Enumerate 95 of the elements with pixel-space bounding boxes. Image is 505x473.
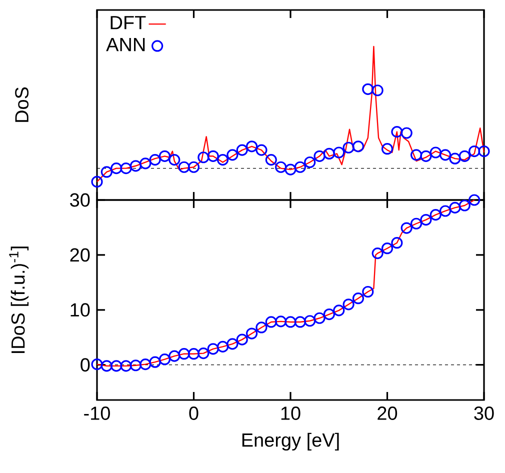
point bbox=[323, 148, 336, 160]
point bbox=[468, 194, 480, 206]
point bbox=[168, 154, 180, 166]
point bbox=[236, 334, 248, 346]
point bbox=[246, 140, 258, 152]
point bbox=[256, 322, 268, 334]
point bbox=[420, 214, 432, 226]
point bbox=[449, 202, 461, 214]
point bbox=[458, 150, 470, 162]
y-axis-title: IDoS [(f.u.)$^{-1}$] bbox=[9, 246, 29, 353]
point bbox=[188, 348, 200, 360]
point bbox=[265, 316, 277, 328]
point bbox=[333, 304, 345, 316]
point bbox=[342, 142, 354, 154]
point bbox=[91, 358, 103, 370]
point bbox=[284, 316, 296, 328]
point bbox=[478, 145, 490, 158]
point bbox=[207, 150, 219, 162]
point bbox=[198, 348, 210, 360]
point bbox=[275, 316, 287, 328]
point bbox=[120, 360, 132, 372]
point bbox=[226, 338, 238, 350]
point bbox=[342, 298, 354, 310]
point bbox=[372, 84, 384, 96]
point bbox=[372, 247, 384, 260]
point bbox=[149, 356, 161, 368]
point bbox=[178, 348, 190, 360]
point bbox=[352, 292, 364, 304]
point bbox=[400, 222, 412, 234]
point bbox=[468, 145, 480, 158]
point bbox=[430, 146, 442, 158]
point bbox=[314, 150, 326, 162]
point bbox=[110, 162, 122, 174]
point bbox=[333, 146, 345, 158]
point bbox=[304, 156, 316, 168]
point bbox=[100, 166, 112, 178]
point bbox=[149, 154, 161, 166]
y-tick-label: 0 bbox=[80, 358, 90, 372]
point bbox=[120, 162, 132, 174]
point bbox=[440, 149, 452, 161]
point bbox=[449, 152, 461, 164]
point bbox=[178, 161, 190, 173]
point bbox=[265, 154, 277, 166]
point bbox=[158, 150, 171, 162]
point bbox=[140, 158, 152, 170]
x-tick-label: 30 bbox=[474, 406, 494, 420]
x-tick-label: 0 bbox=[189, 406, 198, 420]
y-axis-title: DoS bbox=[15, 87, 29, 122]
point bbox=[430, 209, 442, 221]
point bbox=[352, 140, 364, 152]
legend-label: ANN bbox=[106, 38, 145, 52]
y-tick-label: 20 bbox=[70, 248, 90, 262]
point bbox=[188, 161, 200, 173]
point bbox=[410, 149, 422, 161]
point bbox=[158, 354, 171, 366]
point bbox=[381, 143, 394, 155]
point bbox=[198, 152, 210, 164]
x-tick-label: 10 bbox=[281, 406, 300, 420]
point bbox=[294, 161, 306, 173]
point bbox=[410, 218, 422, 230]
point bbox=[140, 358, 152, 370]
point bbox=[130, 360, 142, 372]
legend-label: DFT bbox=[110, 16, 146, 30]
point bbox=[284, 164, 296, 176]
point bbox=[314, 312, 326, 324]
point bbox=[391, 237, 403, 249]
point bbox=[216, 340, 229, 353]
point bbox=[110, 360, 122, 372]
point bbox=[236, 144, 248, 156]
point bbox=[275, 161, 287, 173]
point bbox=[362, 83, 374, 95]
point bbox=[294, 316, 306, 328]
point bbox=[362, 286, 374, 298]
point bbox=[216, 154, 229, 166]
point bbox=[323, 308, 336, 320]
point bbox=[100, 360, 112, 372]
point bbox=[91, 176, 103, 188]
point bbox=[130, 160, 142, 172]
point bbox=[246, 328, 258, 340]
point bbox=[256, 144, 268, 156]
point bbox=[391, 126, 403, 138]
point bbox=[440, 205, 452, 217]
point bbox=[420, 150, 432, 162]
point bbox=[458, 200, 470, 212]
x-tick-label: -10 bbox=[84, 406, 110, 420]
x-tick-label: 20 bbox=[378, 406, 398, 420]
point bbox=[226, 149, 238, 161]
y-tick-label: 30 bbox=[70, 193, 90, 207]
y-tick-label: 10 bbox=[70, 303, 90, 317]
x-axis-title: Energy [eV] bbox=[242, 432, 339, 451]
point bbox=[381, 242, 394, 254]
point bbox=[168, 350, 180, 362]
point bbox=[304, 315, 316, 327]
point bbox=[207, 343, 219, 355]
point bbox=[400, 127, 412, 139]
